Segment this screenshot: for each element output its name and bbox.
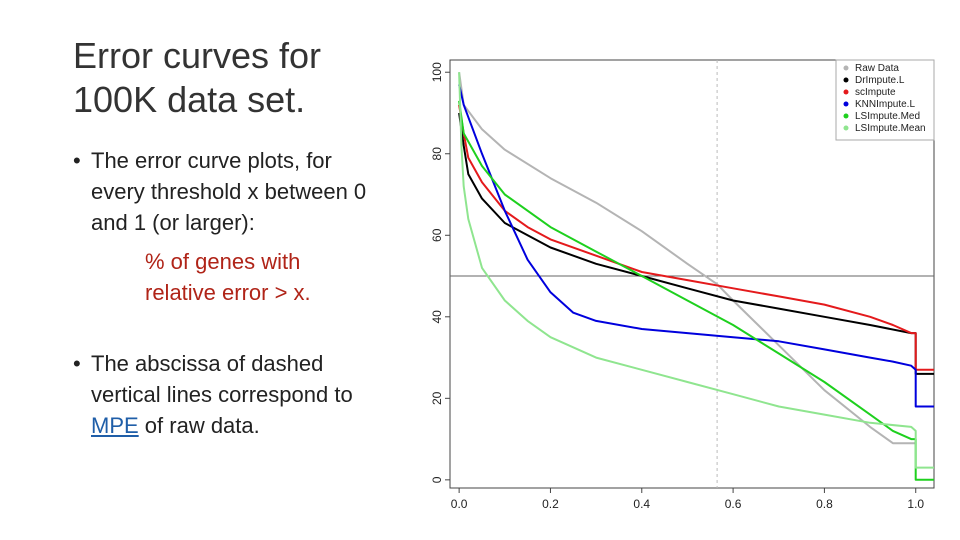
series-line (458, 72, 916, 445)
legend-label: scImpute (855, 87, 896, 98)
legend-label: KNNImpute.L (855, 99, 915, 110)
bullet-line: vertical lines correspond to (91, 382, 353, 407)
x-tick-label: 0.8 (816, 497, 833, 511)
bullet-line: The error curve plots, for (91, 148, 332, 173)
x-tick-label: 1.0 (907, 497, 924, 511)
legend-box (835, 59, 935, 141)
error-curve-chart: 0 20 40 60 80 100 0.0 0.2 0.4 0.6 0.8 1.0 Raw DataDr… (430, 59, 935, 511)
y-tick-label: 0 (430, 476, 444, 483)
series-line (458, 100, 934, 481)
legend-marker (843, 65, 849, 71)
legend-label: Raw Data (855, 63, 899, 74)
bullet-dot-icon: • (73, 351, 81, 376)
definition-line: relative error > x. (145, 280, 311, 305)
x-tick-label: 0.6 (725, 497, 742, 511)
bullet-line: MPE of raw data. (91, 410, 433, 441)
bullet-item: • The error curve plots, for every thres… (73, 145, 433, 238)
y-tick-label: 60 (430, 228, 444, 242)
slide-title-line: 100K data set. (73, 79, 306, 120)
slide-title-line: Error curves for (73, 35, 322, 76)
highlighted-definition: % of genes with relative error > x. (73, 246, 433, 308)
x-tick-label: 0.0 (451, 497, 468, 511)
mpe-link[interactable]: MPE (91, 413, 139, 438)
series-line (458, 84, 934, 408)
bullet-line: The abscissa of dashed (91, 351, 324, 376)
legend-label: DrImpute.L (855, 75, 905, 86)
y-tick-label: 40 (430, 310, 444, 324)
y-tick-label: 20 (430, 391, 444, 405)
y-tick-label: 100 (430, 62, 444, 82)
bullet-list: • The error curve plots, for every thres… (73, 145, 433, 441)
bullet-line: every threshold x between 0 (91, 179, 367, 204)
bullet-line: and 1 (or larger): (91, 210, 255, 235)
series-line (458, 104, 934, 371)
bullet-item: • The abscissa of dashed vertical lines … (73, 348, 433, 441)
legend-marker (843, 101, 849, 107)
slide-title: Error curves for 100K data set. (73, 34, 403, 122)
bullet-line-tail: of raw data. (138, 413, 260, 438)
definition-line: % of genes with (145, 249, 301, 274)
legend-marker (843, 89, 849, 95)
y-tick-label: 80 (430, 147, 444, 161)
plot-frame (449, 59, 935, 489)
legend-label: LSImpute.Med (855, 111, 920, 122)
x-tick-label: 0.2 (542, 497, 559, 511)
x-tick-label: 0.4 (633, 497, 650, 511)
legend-marker (843, 113, 849, 119)
series-line (458, 72, 934, 469)
legend-marker (843, 125, 849, 131)
legend-label: LSImpute.Mean (855, 123, 926, 134)
bullet-dot-icon: • (73, 148, 81, 173)
legend-marker (843, 77, 849, 83)
